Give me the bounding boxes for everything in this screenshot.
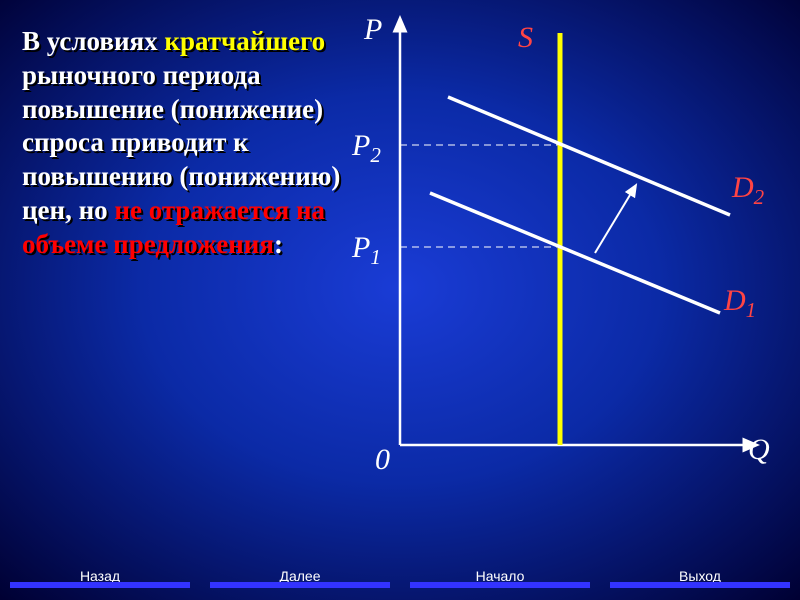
d2-line (448, 97, 730, 215)
text-main: В условиях кратчайшего рыночного периода… (22, 25, 352, 261)
label-p1-sub: 1 (370, 245, 381, 269)
label-p1: P1 (352, 231, 381, 270)
nav-next-wrap[interactable]: Далее (210, 568, 390, 588)
slide-content: В условиях кратчайшего рыночного периода… (0, 0, 800, 600)
nav-back-wrap[interactable]: Назад (10, 568, 190, 588)
shift-arrow (595, 190, 633, 253)
label-d2: D2 (732, 171, 764, 210)
nav-underline-icon (610, 582, 790, 588)
label-d1: D1 (724, 284, 756, 323)
slide: В условиях кратчайшего рыночного периода… (0, 0, 800, 600)
label-d1-sub: 1 (746, 298, 757, 322)
label-p: P (364, 13, 382, 47)
nav-underline-icon (10, 582, 190, 588)
nav-exit-wrap[interactable]: Выход (610, 568, 790, 588)
chart-svg (370, 15, 770, 475)
d1-line (430, 193, 720, 313)
nav-home-wrap[interactable]: Начало (410, 568, 590, 588)
text-seg-2: кратчайшего (164, 26, 325, 56)
text-seg-5: : (274, 229, 283, 259)
label-p2: P2 (352, 129, 381, 168)
nav-underline-icon (210, 582, 390, 588)
description-text: В условиях кратчайшего рыночного периода… (22, 25, 352, 261)
label-p1-base: P (352, 231, 370, 264)
label-q: Q (748, 433, 770, 467)
text-seg-1: В условиях (22, 26, 164, 56)
label-d2-sub: 2 (754, 185, 765, 209)
label-zero: 0 (375, 443, 390, 477)
nav-underline-icon (410, 582, 590, 588)
supply-demand-chart: P Q 0 P2 P1 S D1 D2 (370, 15, 770, 475)
label-p2-sub: 2 (370, 143, 381, 167)
label-p2-base: P (352, 129, 370, 162)
label-d1-base: D (724, 284, 746, 317)
label-s: S (518, 21, 533, 55)
label-d2-base: D (732, 171, 754, 204)
navigation-bar: Назад Далее Начало Выход (0, 560, 800, 596)
